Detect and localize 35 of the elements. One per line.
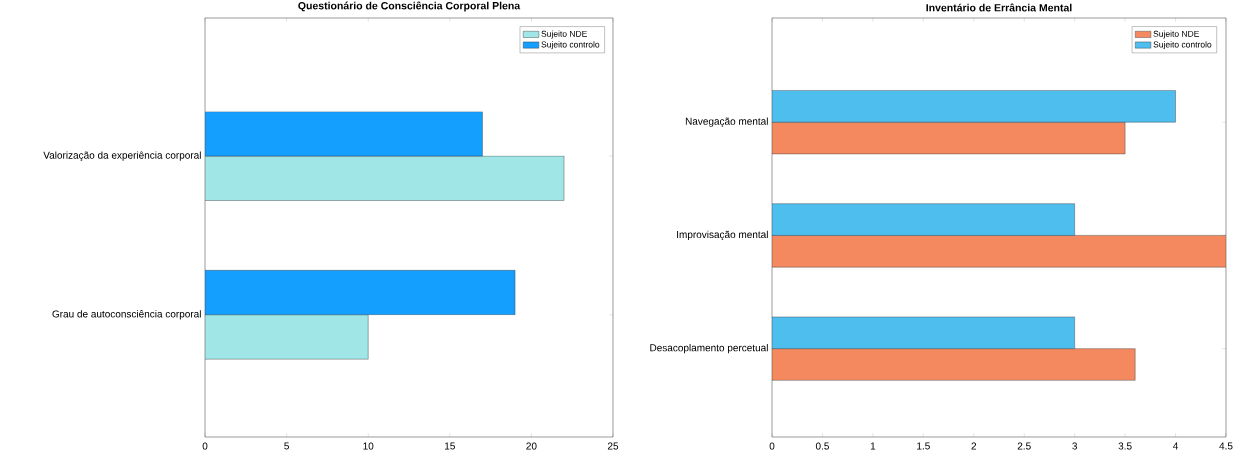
x-tick-label: 4: [1173, 442, 1179, 450]
legend-label: Sujeito controlo: [541, 41, 600, 50]
legend-label: Sujeito controlo: [1153, 41, 1212, 50]
legend-label: Sujeito NDE: [1153, 30, 1200, 39]
bar: [772, 90, 1176, 123]
x-tick-label: 3: [1072, 442, 1078, 450]
x-tick-label: 25: [607, 442, 619, 450]
chart-title: Questionário de Consciência Corporal Plena: [298, 1, 521, 12]
x-tick-label: 5: [284, 442, 289, 450]
x-tick-label: 2: [971, 442, 977, 450]
x-tick-label: 10: [363, 442, 374, 450]
x-tick-label: 0.5: [815, 442, 829, 450]
x-tick-label: 1.5: [917, 442, 930, 450]
legend-label: Sujeito NDE: [541, 30, 587, 39]
y-tick-label: Navegação mental: [685, 117, 768, 127]
y-tick-label: Valorização da experiência corporal: [43, 151, 201, 161]
bar: [205, 155, 565, 201]
bar: [772, 348, 1136, 381]
bar: [772, 316, 1075, 349]
y-tick-label: Grau de autoconsciência corporal: [52, 310, 201, 320]
bar: [772, 121, 1126, 155]
chart-title: Inventário de Errância Mental: [926, 3, 1072, 12]
bar: [772, 203, 1075, 236]
x-tick-label: 15: [445, 442, 455, 450]
y-tick-label: Improvisação mental: [677, 230, 768, 241]
x-tick-label: 4.5: [1219, 442, 1233, 450]
y-tick-label: Desacoplamento percetual: [650, 344, 768, 354]
x-tick-label: 2.5: [1017, 442, 1031, 450]
x-tick-label: 20: [526, 442, 537, 450]
bar: [205, 314, 369, 360]
bar: [772, 235, 1226, 268]
x-tick-label: 0: [202, 442, 208, 450]
x-tick-label: 0: [769, 442, 775, 450]
x-tick-label: 3.5: [1118, 442, 1132, 450]
x-tick-label: 1: [870, 442, 876, 450]
